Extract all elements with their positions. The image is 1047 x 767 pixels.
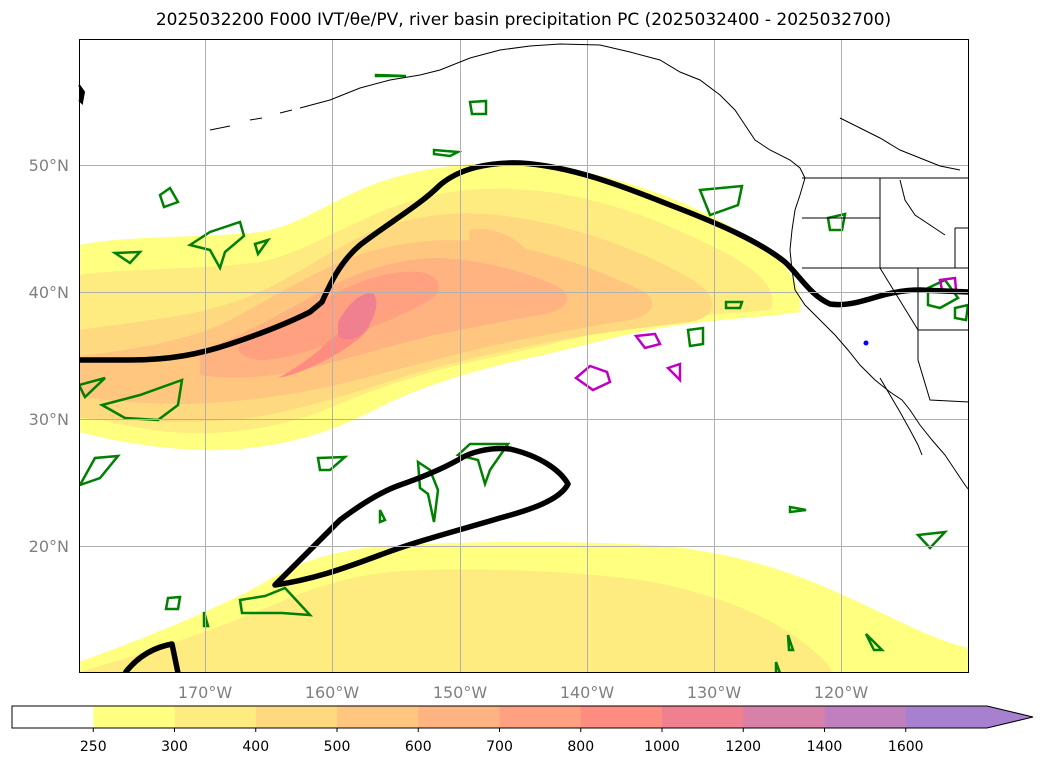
pv-contour (953, 303, 969, 322)
pv-contour (826, 212, 847, 232)
colorbar: 250 300 400 500 600 700 800 1000 1200 1400 1600 (11, 705, 1034, 755)
pv-contour (316, 455, 349, 472)
lon-tick-labels: 170°W 160°W 150°W 140°W 130°W 120°W (178, 683, 869, 702)
lon-tick-label: 150°W (433, 683, 488, 702)
colorbar-label: 300 (161, 739, 188, 755)
pv-contour (98, 378, 184, 422)
pv-contour (378, 509, 387, 524)
precip-dot (863, 340, 869, 346)
baja-california (879, 377, 923, 456)
ivt-band-1000 (338, 293, 377, 340)
colorbar-cell (93, 706, 175, 728)
inland-borders (839, 117, 961, 236)
pv-contour (774, 661, 782, 673)
colorbar-label: 1000 (644, 739, 680, 755)
coastlines (209, 43, 969, 491)
ivt-line-contours (79, 160, 969, 673)
lat-tick-label: 40°N (29, 283, 69, 302)
colorbar-cell (337, 706, 419, 728)
pv-contour (915, 530, 949, 550)
pv-contour (724, 300, 744, 310)
aleutian-islands (209, 109, 293, 131)
theta-e-contour (665, 362, 682, 384)
corner-feature (78, 84, 86, 106)
pv-contour (416, 459, 440, 523)
colorbar-cells (12, 706, 988, 728)
map-title: 2025032200 F000 IVT/θe/PV, river basin p… (155, 10, 892, 30)
colorbar-cell (174, 706, 257, 728)
colorbar-cell (824, 706, 907, 728)
pv-contour (698, 184, 744, 217)
theta-e-contour (573, 364, 612, 392)
lat-tick-labels: 20°N 30°N 40°N 50°N (29, 156, 69, 556)
colorbar-label: 1200 (725, 739, 761, 755)
lon-tick-label: 170°W (178, 683, 233, 702)
colorbar-label: 600 (405, 739, 432, 755)
colorbar-cell (743, 706, 825, 728)
colorbar-extend-arrow (987, 706, 1033, 728)
ivt-contour-corner (122, 641, 181, 673)
colorbar-label: 250 (80, 739, 107, 755)
colorbar-label: 500 (324, 739, 351, 755)
pv-contour (111, 250, 143, 265)
ivt-band-500-b (469, 228, 525, 259)
lat-tick-label: 20°N (29, 537, 69, 556)
pv-contour (253, 237, 272, 257)
pv-contour (79, 454, 121, 487)
lon-tick-label: 140°W (560, 683, 615, 702)
pv-contour (788, 505, 807, 514)
state-borders (802, 178, 969, 403)
gridlines (79, 39, 969, 673)
colorbar-cell (255, 706, 338, 728)
colorbar-cell (580, 706, 663, 728)
colorbar-label: 400 (242, 739, 269, 755)
colorbar-outline (11, 705, 1034, 729)
pv-contour (238, 586, 314, 617)
lon-tick-label: 130°W (687, 683, 742, 702)
pv-contour (786, 634, 795, 652)
pv-contour (455, 442, 511, 489)
pv-contours (79, 73, 969, 673)
colorbar-label: 800 (567, 739, 594, 755)
colorbar-labels: 250 300 400 500 600 700 800 1000 1200 1400 1600 (80, 728, 924, 755)
ivt-band-300-south (79, 569, 832, 673)
pv-contour (186, 220, 246, 272)
pv-contour (926, 278, 960, 310)
ivt-contour-main (79, 160, 969, 363)
colorbar-label: 1400 (807, 739, 843, 755)
pv-contour (374, 73, 407, 78)
pv-contour (864, 633, 886, 652)
colorbar-cell (905, 706, 988, 728)
pv-contour (164, 595, 182, 611)
ivt-band-700 (238, 271, 439, 360)
colorbar-cell (662, 706, 744, 728)
pv-contour (432, 148, 463, 158)
lon-tick-label: 160°W (305, 683, 360, 702)
alaska-coast (299, 43, 806, 179)
lat-tick-label: 30°N (29, 410, 69, 429)
ivt-contour-south (272, 445, 571, 588)
pv-contour (468, 99, 488, 116)
north-america-coast (789, 177, 969, 491)
colorbar-label: 700 (486, 739, 513, 755)
pv-contour (158, 186, 180, 209)
map-frame (79, 39, 969, 673)
lat-tick-label: 50°N (29, 156, 69, 175)
theta-e-contour (633, 332, 662, 350)
pv-contour (686, 326, 705, 348)
pv-contour (79, 376, 106, 400)
colorbar-cell (12, 706, 94, 728)
lon-tick-label: 120°W (814, 683, 869, 702)
colorbar-cell (418, 706, 500, 728)
colorbar-label: 1600 (888, 739, 924, 755)
ivt-filled-contours (79, 163, 969, 673)
colorbar-cell (499, 706, 582, 728)
